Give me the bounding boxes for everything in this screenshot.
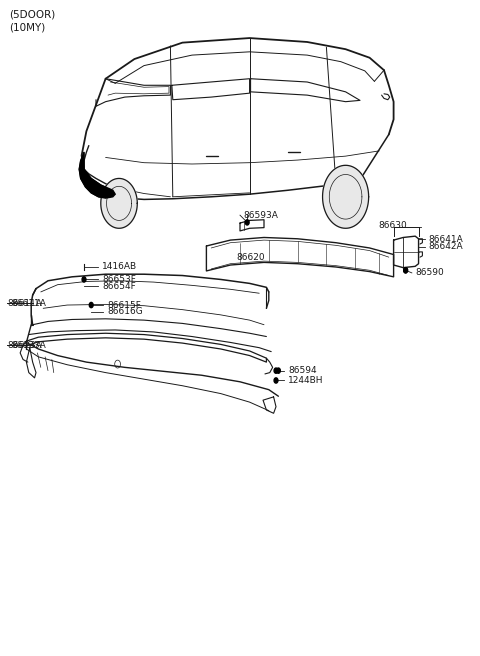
- Text: 86654F: 86654F: [102, 281, 136, 291]
- Circle shape: [404, 268, 408, 273]
- Circle shape: [276, 368, 280, 373]
- Circle shape: [89, 302, 93, 308]
- Text: 86653F: 86653F: [102, 275, 136, 284]
- Text: 86616G: 86616G: [107, 307, 143, 316]
- Text: 86620: 86620: [237, 253, 265, 262]
- Circle shape: [404, 268, 408, 273]
- Polygon shape: [101, 178, 137, 228]
- Text: 86590: 86590: [416, 268, 444, 277]
- Text: 86594: 86594: [288, 366, 317, 375]
- Text: 86623A: 86623A: [11, 340, 46, 350]
- Text: 86641A: 86641A: [429, 235, 463, 244]
- Text: 86623A: 86623A: [7, 340, 42, 350]
- Text: 86611A: 86611A: [11, 298, 46, 308]
- Polygon shape: [79, 152, 115, 198]
- Circle shape: [82, 277, 86, 282]
- Polygon shape: [323, 165, 369, 228]
- Circle shape: [245, 220, 249, 225]
- Text: (5DOOR)
(10MY): (5DOOR) (10MY): [10, 10, 56, 32]
- Text: 86611A: 86611A: [7, 298, 42, 308]
- Text: 86615F: 86615F: [107, 300, 141, 310]
- Text: 86593A: 86593A: [244, 211, 279, 220]
- Text: 86630: 86630: [378, 221, 407, 230]
- Circle shape: [274, 378, 278, 383]
- Circle shape: [274, 368, 278, 373]
- Text: 1416AB: 1416AB: [102, 262, 137, 272]
- Text: 86642A: 86642A: [429, 242, 463, 251]
- Text: 1244BH: 1244BH: [288, 376, 324, 385]
